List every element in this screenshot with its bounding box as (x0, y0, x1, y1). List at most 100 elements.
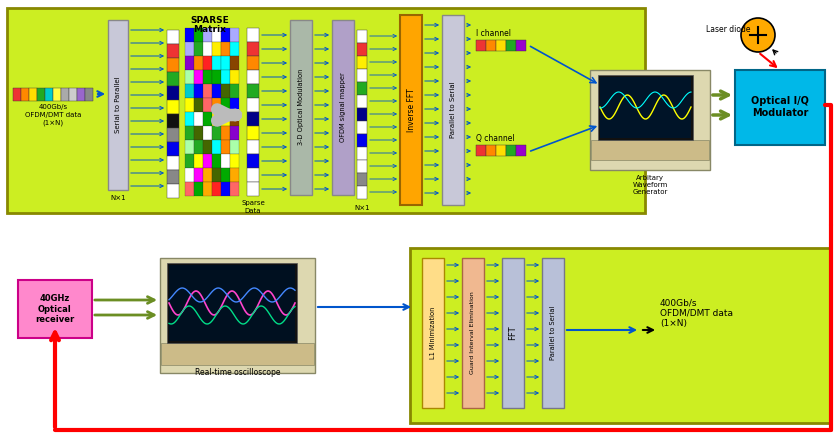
Bar (357, 160, 367, 173)
Bar (203, 98, 212, 112)
Bar (167, 184, 179, 198)
Bar (13, 88, 21, 101)
Bar (212, 28, 221, 42)
Bar (247, 28, 259, 42)
Bar (221, 168, 230, 182)
Bar (247, 42, 259, 56)
Text: Serial to Parallel: Serial to Parallel (115, 77, 121, 133)
Text: Guard Interval Elimination: Guard Interval Elimination (471, 292, 476, 374)
Text: 400Gb/s
OFDM/DMT data
(1×N): 400Gb/s OFDM/DMT data (1×N) (660, 298, 733, 328)
Bar (247, 154, 259, 168)
Bar (735, 70, 825, 145)
Bar (221, 70, 230, 84)
Bar (167, 44, 179, 58)
Bar (185, 168, 194, 182)
Text: 3-D Optical Modulation: 3-D Optical Modulation (298, 69, 304, 145)
Bar (203, 154, 212, 168)
Bar (442, 15, 464, 205)
Bar (230, 182, 239, 196)
Bar (194, 126, 203, 140)
Bar (506, 40, 516, 51)
Bar (167, 86, 179, 100)
Text: Parallel to Serial: Parallel to Serial (450, 82, 456, 138)
Bar (290, 20, 312, 195)
Bar (203, 56, 212, 70)
Bar (169, 265, 295, 341)
Bar (185, 42, 194, 56)
Bar (357, 56, 367, 69)
Bar (185, 56, 194, 70)
Text: 400Gb/s: 400Gb/s (39, 104, 68, 110)
Bar (516, 145, 526, 156)
Bar (247, 84, 259, 98)
Bar (230, 42, 239, 56)
Bar (167, 30, 179, 44)
Bar (203, 84, 212, 98)
Bar (167, 114, 179, 128)
Text: Q channel: Q channel (476, 134, 514, 143)
Bar (496, 145, 506, 156)
Text: N×1: N×1 (110, 195, 126, 201)
Bar (212, 126, 221, 140)
Bar (212, 70, 221, 84)
Bar (247, 112, 259, 126)
Text: N×1: N×1 (354, 205, 370, 211)
Bar (542, 258, 564, 408)
Bar (203, 28, 212, 42)
Bar (167, 128, 179, 142)
Bar (160, 258, 315, 373)
Bar (167, 100, 179, 114)
Bar (230, 112, 239, 126)
Bar (85, 88, 93, 101)
Bar (332, 20, 354, 195)
Bar (212, 84, 221, 98)
Bar (400, 15, 422, 205)
Bar (230, 168, 239, 182)
Bar (221, 140, 230, 154)
Bar (194, 112, 203, 126)
Bar (194, 42, 203, 56)
Text: 40GHz
Optical
receiver: 40GHz Optical receiver (35, 294, 75, 324)
Bar (247, 56, 259, 70)
Bar (221, 182, 230, 196)
Bar (230, 84, 239, 98)
Bar (61, 88, 69, 101)
Bar (230, 154, 239, 168)
Bar (486, 40, 496, 51)
Bar (221, 98, 230, 112)
Bar (357, 108, 367, 121)
Bar (590, 70, 710, 170)
Bar (161, 343, 314, 365)
Text: Arbitary
Waveform
Generator: Arbitary Waveform Generator (633, 175, 668, 195)
Text: Inverse FFT: Inverse FFT (407, 88, 415, 132)
Bar (230, 98, 239, 112)
Bar (212, 168, 221, 182)
Bar (591, 140, 709, 160)
Bar (230, 70, 239, 84)
Bar (496, 40, 506, 51)
Bar (77, 88, 85, 101)
Bar (221, 154, 230, 168)
Bar (203, 112, 212, 126)
Bar (212, 56, 221, 70)
Bar (230, 126, 239, 140)
Bar (357, 121, 367, 134)
Text: Sparse: Sparse (241, 200, 265, 206)
Bar (221, 56, 230, 70)
Bar (357, 95, 367, 108)
Bar (203, 168, 212, 182)
Bar (357, 134, 367, 147)
Bar (212, 182, 221, 196)
Text: Parallel to Serial: Parallel to Serial (550, 306, 556, 360)
Bar (185, 84, 194, 98)
Bar (203, 42, 212, 56)
Bar (29, 88, 37, 101)
Text: OFDM signal mapper: OFDM signal mapper (340, 72, 346, 142)
Text: OFDM/DMT data: OFDM/DMT data (25, 112, 81, 118)
Text: Real-time oscilloscope: Real-time oscilloscope (195, 368, 281, 377)
Bar (203, 140, 212, 154)
Bar (247, 126, 259, 140)
Bar (53, 88, 61, 101)
Bar (476, 145, 486, 156)
Bar (167, 58, 179, 72)
